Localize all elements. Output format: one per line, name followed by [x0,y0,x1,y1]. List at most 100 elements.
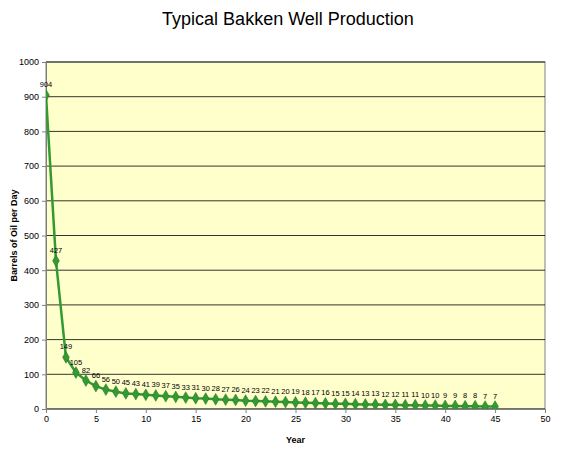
y-tick-mark [42,131,46,132]
x-tick-label: 10 [141,414,151,424]
marker [83,375,90,387]
y-tick: 0 [34,404,46,414]
x-tick-label: 50 [540,414,550,424]
grid-line [46,200,545,201]
data-label: 66 [92,371,100,380]
marker [172,391,179,403]
x-tick: 0 [44,409,49,424]
marker [472,400,479,409]
marker [432,400,439,409]
data-label: 17 [311,388,319,397]
data-label: 105 [70,358,83,367]
grid-line [46,62,545,63]
marker [282,396,289,408]
grid-line [46,374,545,375]
x-tick-label: 45 [491,414,501,424]
data-label: 11 [411,390,419,399]
x-tick-label: 40 [441,414,451,424]
y-tick: 600 [24,196,46,206]
y-axis: 01002003004005006007008009001000 [19,57,47,414]
data-label: 8 [473,391,477,400]
y-tick-label: 1000 [19,57,39,67]
y-tick: 800 [24,127,46,137]
x-tick-label: 25 [291,414,301,424]
marker [392,399,399,409]
x-tick-mark [445,409,446,413]
data-label: 16 [321,388,329,397]
y-tick-mark [42,62,46,63]
y-tick: 900 [24,92,46,102]
marker [332,398,339,409]
data-label: 56 [102,375,110,384]
data-label: 26 [231,385,239,394]
x-tick-mark [246,409,247,413]
data-label: 22 [261,386,269,395]
x-tick: 15 [191,409,201,424]
y-tick-label: 700 [24,161,39,171]
data-label: 7 [493,392,497,401]
grid-line [46,166,545,167]
marker [422,400,429,409]
y-tick-mark [42,305,46,306]
plot-area [46,62,545,409]
data-label: 10 [431,391,439,400]
marker [63,351,70,363]
data-label: 24 [241,386,249,395]
y-tick-mark [42,409,46,410]
grid [46,62,545,409]
grid-line [46,304,545,305]
marker [162,390,169,402]
marker [372,399,379,409]
x-tick-label: 20 [241,414,251,424]
y-tick-mark [42,340,46,341]
data-label: 13 [371,389,379,398]
y-tick: 100 [24,370,46,380]
grid-line [46,96,545,97]
marker [93,380,100,392]
y-tick-mark [42,270,46,271]
y-tick-label: 0 [34,404,39,414]
y-tick-mark [42,374,46,375]
x-tick-mark [96,409,97,413]
data-label: 18 [301,388,309,397]
grid-line [46,270,545,271]
marker [232,394,239,406]
marker [402,399,409,409]
marker [362,399,369,409]
data-labels: 9044271491058266565045434139373533313028… [40,80,497,400]
x-axis-title: Year [286,435,306,445]
x-tick-label: 35 [391,414,401,424]
y-tick: 700 [24,161,46,171]
marker [102,384,109,396]
x-tick: 25 [291,409,301,424]
marker [132,388,139,400]
data-label: 10 [421,391,429,400]
line [46,95,495,406]
marker [482,401,489,409]
x-tick: 40 [441,409,451,424]
marker [292,397,299,409]
x-tick-label: 30 [341,414,351,424]
data-label: 15 [341,389,349,398]
x-tick: 30 [341,409,351,424]
data-label: 14 [351,389,359,398]
y-tick-label: 200 [24,335,39,345]
marker [452,400,459,409]
x-tick-mark [296,409,297,413]
marker [442,400,449,409]
marker [312,397,319,409]
marker [352,398,359,409]
data-label: 28 [211,384,219,393]
marker [192,392,199,404]
chart: 0510152025303540455001002003004005006007… [0,0,576,451]
y-axis-line [42,63,47,410]
y-tick-mark [42,236,46,237]
marker [112,386,119,398]
y-tick-label: 300 [24,300,39,310]
data-label: 27 [221,385,229,394]
marker [73,367,80,379]
data-label: 37 [162,381,170,390]
data-label: 43 [132,379,140,388]
x-tick-mark [495,409,496,413]
marker [412,399,419,409]
